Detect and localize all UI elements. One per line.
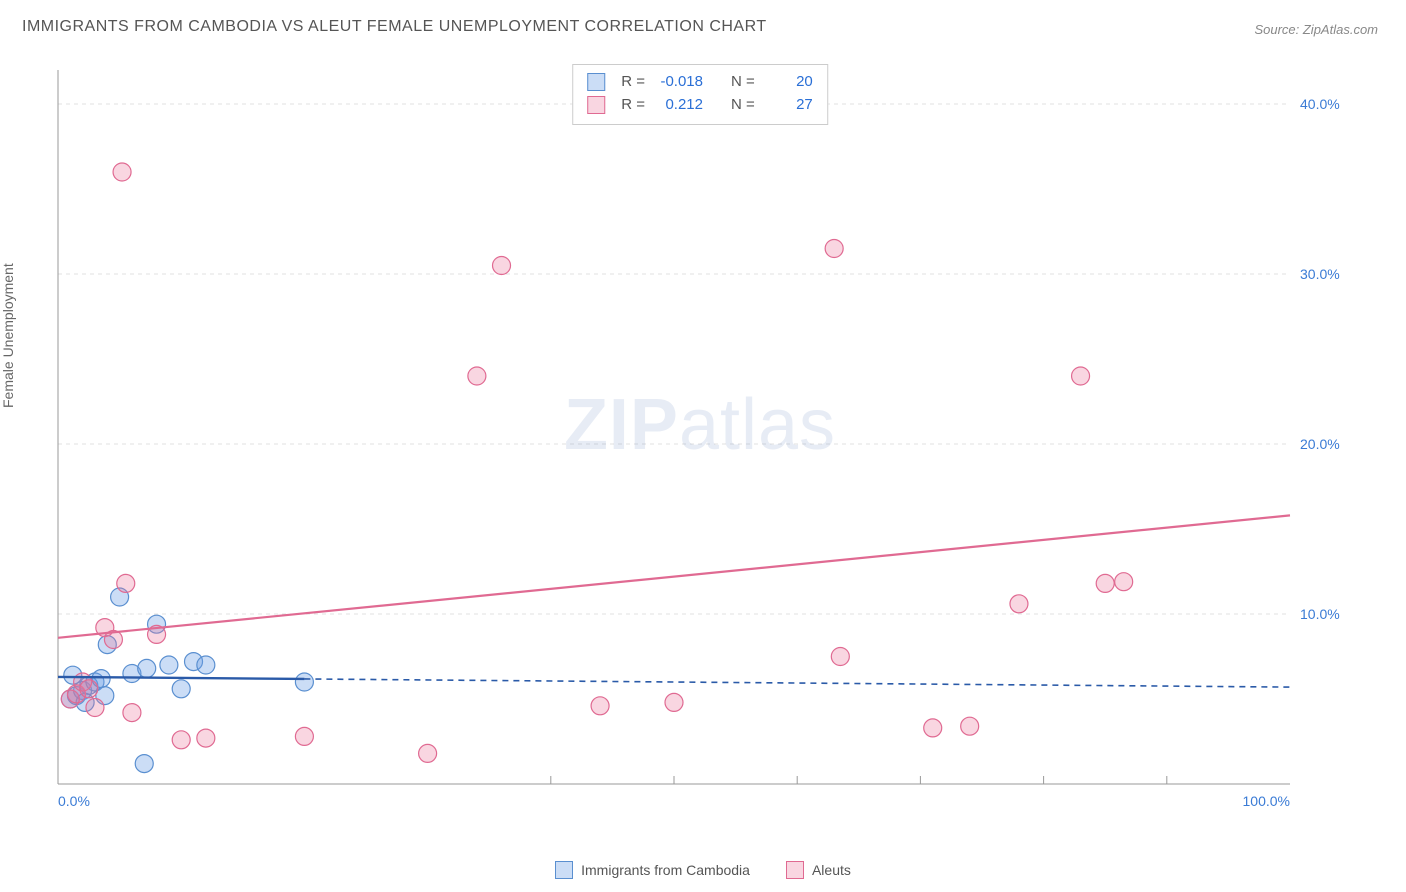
legend-row: R = -0.018 N = 20 <box>587 71 813 94</box>
chart-canvas: 10.0% 20.0% 30.0% 40.0% 0.0% 100.0% <box>50 60 1350 820</box>
series-legend: Immigrants from Cambodia Aleuts <box>0 861 1406 882</box>
legend-label: Aleuts <box>812 862 851 878</box>
legend-swatch-icon <box>587 73 605 91</box>
correlation-legend: R = -0.018 N = 20 R = 0.212 N = 27 <box>572 64 828 125</box>
svg-text:40.0%: 40.0% <box>1300 96 1340 112</box>
legend-n-value: 20 <box>763 71 813 94</box>
svg-text:20.0%: 20.0% <box>1300 436 1340 452</box>
chart-title: IMMIGRANTS FROM CAMBODIA VS ALEUT FEMALE… <box>22 18 767 36</box>
legend-r-label: R = <box>621 94 645 117</box>
svg-text:0.0%: 0.0% <box>58 793 90 809</box>
legend-swatch-icon <box>786 861 804 879</box>
svg-text:30.0%: 30.0% <box>1300 266 1340 282</box>
legend-swatch-icon <box>555 861 573 879</box>
legend-n-label: N = <box>731 94 755 117</box>
legend-r-label: R = <box>621 71 645 94</box>
svg-text:100.0%: 100.0% <box>1243 793 1290 809</box>
y-axis-label: Female Unemployment <box>0 263 16 408</box>
scatter-plot: R = -0.018 N = 20 R = 0.212 N = 27 ZIPat… <box>50 60 1350 820</box>
legend-label: Immigrants from Cambodia <box>581 862 750 878</box>
legend-n-value: 27 <box>763 94 813 117</box>
legend-row: R = 0.212 N = 27 <box>587 94 813 117</box>
svg-text:10.0%: 10.0% <box>1300 606 1340 622</box>
legend-r-value: 0.212 <box>653 94 703 117</box>
legend-n-label: N = <box>731 71 755 94</box>
legend-item: Aleuts <box>786 861 851 879</box>
source-attribution: Source: ZipAtlas.com <box>1254 22 1378 37</box>
legend-swatch-icon <box>587 96 605 114</box>
legend-item: Immigrants from Cambodia <box>555 861 750 879</box>
legend-r-value: -0.018 <box>653 71 703 94</box>
